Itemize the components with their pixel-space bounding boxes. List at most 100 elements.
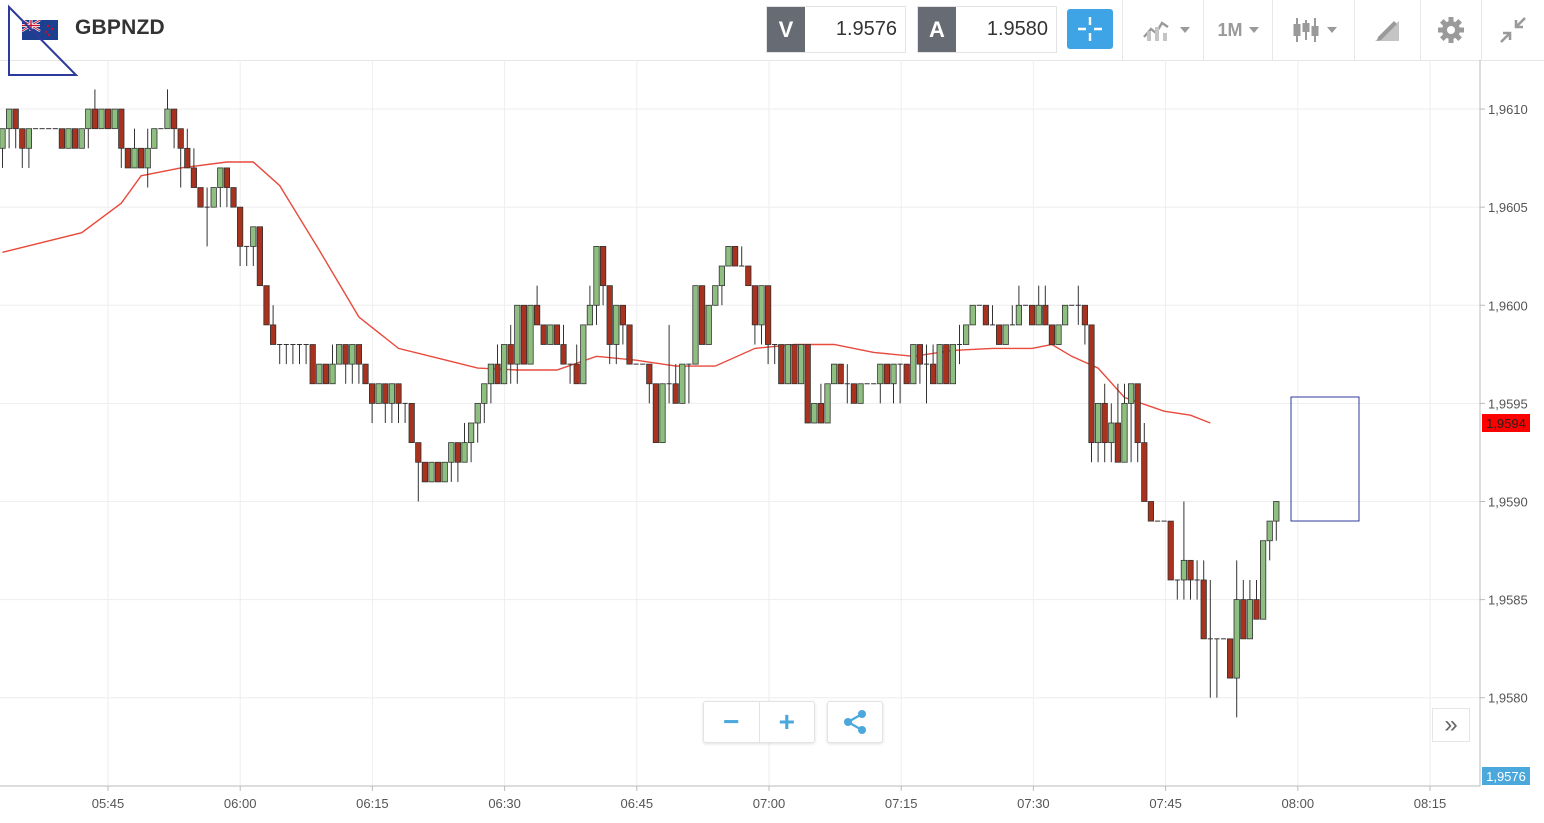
candle xyxy=(1101,383,1108,463)
candle-body xyxy=(534,304,541,326)
candle xyxy=(12,108,19,149)
candle xyxy=(19,128,26,168)
candle-body xyxy=(732,246,739,267)
candle-body xyxy=(520,304,528,365)
candle-body xyxy=(210,187,217,208)
y-tick-label: 1,9605 xyxy=(1488,200,1528,215)
x-tick-label: 06:15 xyxy=(356,796,389,811)
chevron-down-icon xyxy=(1327,27,1337,33)
candle-body xyxy=(606,285,613,345)
candle xyxy=(659,383,666,444)
candle-body xyxy=(996,324,1003,345)
candle xyxy=(1273,501,1280,541)
candle xyxy=(500,344,508,385)
candle-body xyxy=(514,304,521,365)
candle-body xyxy=(1042,304,1049,326)
candle xyxy=(652,383,660,444)
candle-body xyxy=(184,147,191,169)
zoom-out-button[interactable]: − xyxy=(723,706,740,737)
candle-body xyxy=(1081,304,1088,326)
buy-price-box[interactable]: A 1.9580 xyxy=(917,6,1057,53)
settings-button[interactable] xyxy=(1424,0,1478,60)
selection-rectangle[interactable] xyxy=(1290,396,1360,522)
candle-body xyxy=(322,363,330,385)
candle-body xyxy=(765,285,772,345)
candle-body xyxy=(111,108,118,130)
candle xyxy=(778,344,785,385)
x-tick-label: 07:15 xyxy=(885,796,918,811)
candle xyxy=(170,108,178,149)
candle xyxy=(910,344,917,385)
crosshair-button[interactable] xyxy=(1067,9,1113,49)
candle-body xyxy=(197,187,204,208)
chevron-down-icon xyxy=(1248,27,1259,33)
corner-triangle-icon xyxy=(8,4,78,76)
candle xyxy=(1214,638,1220,698)
buy-price: 1.9580 xyxy=(956,7,1056,52)
candle-body xyxy=(857,383,864,404)
x-tick-label: 08:15 xyxy=(1414,796,1447,811)
candle xyxy=(375,383,382,404)
collapse-arrows-icon xyxy=(1500,17,1526,43)
candle xyxy=(322,363,330,385)
x-tick-label: 06:30 xyxy=(488,796,521,811)
candle xyxy=(144,128,151,188)
candle-body xyxy=(877,363,884,385)
candle xyxy=(441,461,448,483)
candle-body xyxy=(375,383,382,404)
candle xyxy=(1167,520,1174,581)
candle xyxy=(553,324,561,345)
candle-body xyxy=(329,363,336,385)
bid-price-tag-bg xyxy=(1482,767,1530,785)
share-icon xyxy=(844,710,866,734)
zoom-in-button[interactable]: + xyxy=(758,702,815,742)
drawing-tools-button[interactable] xyxy=(1360,0,1414,60)
candle xyxy=(798,344,805,385)
candle xyxy=(593,246,600,325)
toolbar-divider xyxy=(1420,0,1421,60)
candle-body xyxy=(269,324,277,345)
candle xyxy=(534,285,541,326)
candle-body xyxy=(824,383,831,424)
candle xyxy=(758,285,765,345)
candle xyxy=(494,344,501,385)
candle-body xyxy=(190,167,197,188)
candle-body xyxy=(1048,324,1055,345)
candle xyxy=(672,364,679,404)
candle-body xyxy=(382,383,389,404)
scroll-to-latest-button[interactable]: » xyxy=(1432,708,1470,742)
pencil-ruler-icon xyxy=(1375,21,1399,41)
candle xyxy=(0,128,6,168)
candle-body xyxy=(250,226,257,247)
candle xyxy=(481,383,488,423)
buy-label: A xyxy=(918,7,956,52)
share-button[interactable] xyxy=(827,701,883,743)
candle xyxy=(739,246,745,267)
candle xyxy=(316,363,323,385)
candle xyxy=(956,324,963,365)
candle-body xyxy=(441,461,448,483)
candle xyxy=(844,364,850,404)
chart-type-button[interactable] xyxy=(1282,0,1346,60)
y-tick-label: 1,9580 xyxy=(1488,691,1528,706)
candle-body xyxy=(758,285,765,326)
candle xyxy=(105,108,112,130)
candle xyxy=(996,324,1003,345)
candle xyxy=(244,245,250,267)
candle xyxy=(520,304,528,365)
candle-body xyxy=(434,461,442,483)
candle xyxy=(335,344,343,365)
sell-price-box[interactable]: V 1.9576 xyxy=(766,6,906,53)
timeframe-dropdown[interactable]: 1M xyxy=(1208,0,1268,60)
candle xyxy=(1141,423,1148,502)
candle xyxy=(1128,383,1135,463)
candle-body xyxy=(837,363,844,385)
indicators-button[interactable] xyxy=(1134,0,1198,60)
candle xyxy=(355,344,363,384)
candle xyxy=(1187,559,1194,600)
y-tick-label: 1,9585 xyxy=(1488,593,1528,608)
candle xyxy=(831,363,838,385)
candle xyxy=(190,148,197,188)
collapse-button[interactable] xyxy=(1488,0,1538,60)
